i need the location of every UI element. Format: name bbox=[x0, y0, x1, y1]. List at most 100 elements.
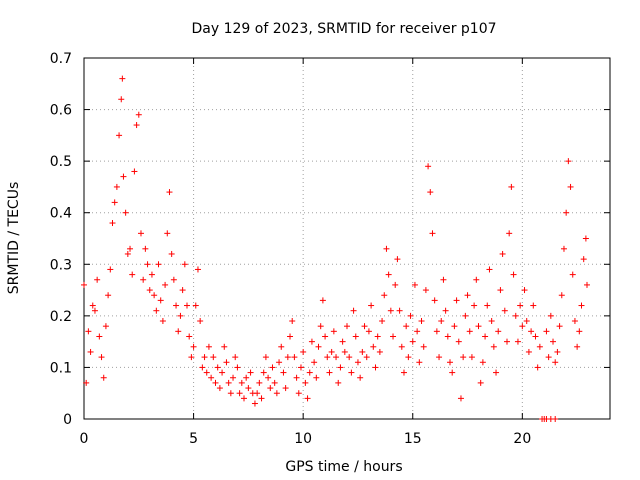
data-point bbox=[359, 348, 366, 355]
data-point bbox=[265, 374, 272, 381]
data-point bbox=[545, 354, 552, 361]
data-point bbox=[282, 385, 289, 392]
data-point bbox=[238, 379, 245, 386]
data-point bbox=[464, 292, 471, 299]
data-point bbox=[379, 318, 386, 325]
data-point bbox=[385, 271, 392, 278]
data-point bbox=[506, 230, 513, 237]
data-point bbox=[297, 364, 304, 371]
data-point bbox=[129, 271, 136, 278]
data-point bbox=[471, 302, 478, 309]
data-point bbox=[232, 354, 239, 361]
data-point bbox=[157, 297, 164, 304]
data-point bbox=[304, 395, 311, 402]
data-point bbox=[256, 379, 263, 386]
data-point bbox=[146, 287, 153, 294]
data-point bbox=[254, 390, 261, 397]
data-point bbox=[333, 354, 340, 361]
data-point bbox=[111, 199, 118, 206]
data-point bbox=[144, 261, 151, 268]
data-point bbox=[368, 302, 375, 309]
chart-title: Day 129 of 2023, SRMTID for receiver p10… bbox=[191, 21, 496, 37]
data-point bbox=[133, 122, 140, 129]
data-point bbox=[212, 379, 219, 386]
data-point bbox=[400, 369, 407, 376]
y-axis-label: SRMTID / TECUs bbox=[6, 182, 22, 295]
data-point bbox=[374, 333, 381, 340]
data-point bbox=[416, 359, 423, 366]
data-point bbox=[361, 323, 368, 330]
data-point bbox=[497, 287, 504, 294]
data-point bbox=[289, 318, 296, 325]
data-point bbox=[230, 374, 237, 381]
data-point bbox=[127, 245, 134, 252]
data-point bbox=[291, 354, 298, 361]
data-point bbox=[460, 354, 467, 361]
data-point bbox=[508, 183, 515, 190]
data-point bbox=[120, 173, 127, 180]
data-point bbox=[194, 266, 201, 273]
data-point bbox=[251, 400, 258, 407]
data-point bbox=[221, 343, 228, 350]
data-point bbox=[556, 323, 563, 330]
data-point bbox=[83, 379, 90, 386]
data-point bbox=[580, 256, 587, 263]
data-point bbox=[247, 369, 254, 376]
data-point bbox=[484, 302, 491, 309]
data-point bbox=[100, 374, 107, 381]
data-point bbox=[192, 302, 199, 309]
data-point bbox=[534, 364, 541, 371]
data-point bbox=[177, 312, 184, 319]
data-point bbox=[313, 374, 320, 381]
data-point bbox=[142, 245, 149, 252]
data-point bbox=[431, 297, 438, 304]
data-point bbox=[552, 416, 559, 422]
data-point bbox=[170, 276, 177, 283]
data-point bbox=[350, 307, 357, 314]
data-point bbox=[201, 354, 208, 361]
data-point bbox=[503, 338, 510, 345]
data-point bbox=[91, 307, 98, 314]
data-point bbox=[571, 318, 578, 325]
data-point bbox=[365, 328, 372, 335]
data-point bbox=[341, 348, 348, 355]
data-point bbox=[543, 328, 550, 335]
data-point bbox=[405, 354, 412, 361]
data-point bbox=[280, 369, 287, 376]
data-point bbox=[243, 374, 250, 381]
data-point bbox=[166, 189, 173, 196]
data-point bbox=[429, 230, 436, 237]
data-point bbox=[335, 379, 342, 386]
data-point bbox=[135, 111, 142, 118]
data-point bbox=[466, 328, 473, 335]
data-point bbox=[407, 312, 414, 319]
data-point bbox=[558, 292, 565, 299]
data-point bbox=[490, 343, 497, 350]
data-point bbox=[554, 348, 561, 355]
data-point bbox=[181, 261, 188, 268]
data-point bbox=[517, 302, 524, 309]
data-point bbox=[258, 395, 265, 402]
data-point bbox=[173, 302, 180, 309]
data-point bbox=[116, 132, 123, 139]
data-point bbox=[240, 395, 247, 402]
data-point bbox=[219, 369, 226, 376]
data-point bbox=[453, 297, 460, 304]
data-point bbox=[208, 374, 215, 381]
data-point bbox=[148, 271, 155, 278]
data-point bbox=[324, 354, 331, 361]
data-point bbox=[403, 323, 410, 330]
data-point bbox=[319, 297, 326, 304]
x-tick-label: 0 bbox=[80, 431, 89, 447]
data-point bbox=[569, 271, 576, 278]
data-point bbox=[124, 250, 131, 257]
data-point bbox=[411, 281, 418, 288]
data-point bbox=[109, 220, 116, 227]
data-point bbox=[390, 333, 397, 340]
data-point bbox=[414, 328, 421, 335]
data-point bbox=[583, 281, 590, 288]
data-point bbox=[337, 364, 344, 371]
data-point bbox=[94, 276, 101, 283]
data-point bbox=[197, 318, 204, 325]
